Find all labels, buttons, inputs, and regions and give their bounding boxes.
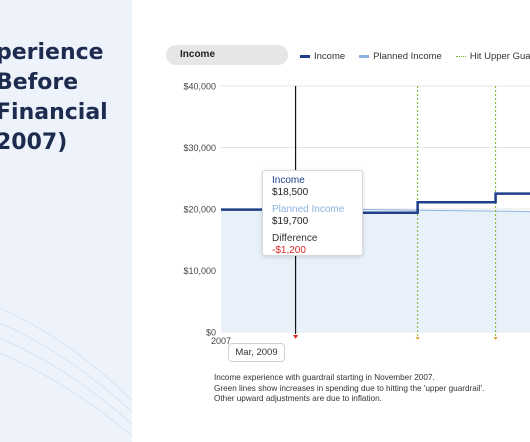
y-tick-label: $30,000 bbox=[183, 143, 216, 153]
left-panel: perience Before Financial 2007) bbox=[0, 0, 132, 442]
tooltip-difference-value: -$1,200 bbox=[272, 245, 306, 256]
legend-planned-income[interactable]: Planned Income bbox=[359, 51, 442, 62]
x-tick-label: 2007 bbox=[211, 336, 231, 346]
chart-legend: Income Planned Income Hit Upper Guard bbox=[300, 50, 530, 62]
tooltip-planned-value: $19,700 bbox=[272, 216, 309, 227]
tooltip-income-label: Income bbox=[272, 175, 305, 186]
legend-guardrail[interactable]: Hit Upper Guard bbox=[455, 50, 530, 62]
y-tick-label: $10,000 bbox=[183, 266, 216, 276]
chart-caption: Income experience with guardrail startin… bbox=[214, 373, 530, 405]
legend-planned-swatch bbox=[359, 54, 370, 58]
legend-income[interactable]: Income bbox=[300, 51, 345, 62]
guardrail-marker bbox=[493, 337, 498, 340]
decorative-swirl bbox=[0, 307, 132, 437]
hero-title: perience Before Financial 2007) bbox=[0, 38, 108, 158]
tooltip-difference: Difference -$1,200 bbox=[272, 233, 353, 257]
legend-income-swatch bbox=[300, 54, 310, 58]
guardrail-marker bbox=[415, 337, 420, 340]
legend-guardrail-label: Hit Upper Guard bbox=[469, 50, 530, 62]
chart-tooltip: Income $18,500 Planned Income $19,700 Di… bbox=[262, 170, 363, 256]
y-tick-label: $40,000 bbox=[183, 82, 216, 92]
tooltip-planned-label: Planned Income bbox=[272, 204, 345, 215]
hero-title-line: perience bbox=[0, 40, 104, 65]
tooltip-income-value: $18,500 bbox=[272, 187, 309, 198]
y-tick-label: $20,000 bbox=[183, 205, 216, 215]
legend-planned-label: Planned Income bbox=[373, 50, 442, 62]
series-selector[interactable]: Income bbox=[166, 45, 288, 65]
hero-title-line: Before bbox=[0, 70, 79, 95]
caption-line: Other upward adjustments are due to infl… bbox=[214, 394, 382, 403]
hover-marker bbox=[293, 335, 299, 339]
y-tick-label: $0 bbox=[206, 328, 216, 338]
legend-guardrail-swatch bbox=[455, 55, 466, 57]
caption-line: Green lines show increases in spending d… bbox=[214, 383, 485, 393]
hover-date-chip: Mar, 2009 bbox=[228, 343, 285, 362]
legend-income-label: Income bbox=[314, 50, 346, 62]
hero-title-line: 2007) bbox=[0, 130, 68, 155]
caption-line: Income experience with guardrail startin… bbox=[214, 373, 435, 382]
hero-title-line: Financial bbox=[0, 100, 108, 125]
tooltip-difference-label: Difference bbox=[272, 233, 318, 244]
